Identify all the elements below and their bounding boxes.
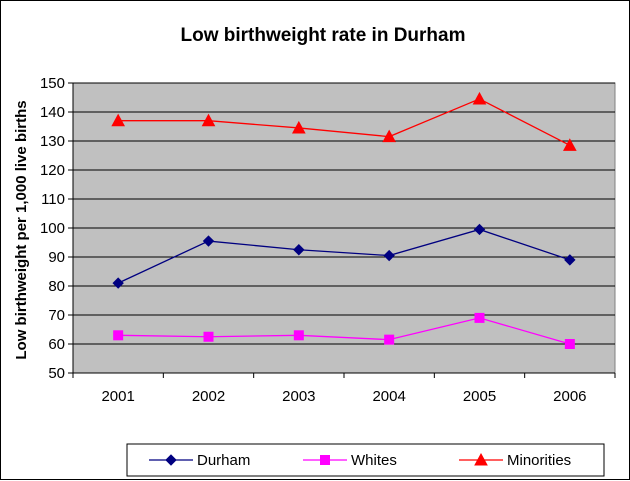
data-point-durham bbox=[112, 277, 124, 289]
legend-marker-minorities bbox=[474, 452, 488, 466]
legend-marker-durham bbox=[165, 454, 177, 466]
data-point-minorities bbox=[291, 120, 306, 134]
y-axis-label: Low birthweight per 1,000 live births bbox=[13, 100, 30, 359]
data-point-minorities bbox=[201, 113, 216, 127]
legend: Durham Whites Minorities bbox=[126, 443, 605, 477]
data-point-durham bbox=[383, 249, 395, 262]
y-tick-label: 150 bbox=[40, 75, 65, 92]
x-tick-label: 2003 bbox=[282, 388, 315, 405]
plot-area: 50 60 70 80 90 100 110 120 130 140 150 2001 2002 2003… bbox=[40, 75, 616, 405]
data-point-whites bbox=[203, 331, 214, 342]
data-point-durham bbox=[473, 223, 486, 236]
data-point-durham bbox=[293, 244, 305, 256]
data-point-minorities bbox=[111, 113, 126, 127]
x-tick-label: 2002 bbox=[192, 388, 225, 405]
y-tick-label: 60 bbox=[48, 336, 65, 353]
legend-label-minorities: Minorities bbox=[507, 452, 571, 469]
x-tick-label: 2006 bbox=[553, 388, 586, 405]
data-point-minorities bbox=[472, 91, 487, 105]
data-point-durham bbox=[202, 235, 215, 247]
legend-marker-whites bbox=[320, 455, 330, 465]
data-point-whites bbox=[384, 334, 395, 345]
data-point-minorities bbox=[382, 129, 397, 143]
legend-label-whites: Whites bbox=[351, 452, 397, 469]
data-point-durham bbox=[564, 254, 576, 266]
y-tick-label: 80 bbox=[48, 278, 65, 295]
data-point-whites bbox=[474, 312, 485, 323]
data-point-whites bbox=[564, 339, 575, 349]
data-point-minorities bbox=[562, 138, 577, 151]
series-line-durham bbox=[117, 228, 571, 284]
x-tick-label: 2004 bbox=[372, 388, 405, 405]
legend-label-durham: Durham bbox=[197, 452, 250, 469]
y-tick-label: 110 bbox=[41, 191, 65, 208]
series-line-minorities bbox=[118, 98, 571, 146]
series-line-whites bbox=[118, 317, 571, 345]
y-tick-label: 140 bbox=[40, 104, 65, 121]
y-tick-label: 130 bbox=[40, 133, 65, 150]
chart-title: Low birthweight rate in Durham bbox=[180, 25, 465, 46]
data-point-whites bbox=[293, 330, 304, 341]
y-tick-label: 120 bbox=[40, 162, 65, 179]
y-tick-label: 90 bbox=[48, 249, 65, 266]
legend-box bbox=[126, 443, 605, 477]
data-point-whites bbox=[113, 330, 124, 341]
y-tick-label: 50 bbox=[48, 365, 65, 382]
x-tick-label: 2005 bbox=[463, 388, 496, 405]
x-tick-label: 2001 bbox=[101, 388, 134, 405]
y-tick-label: 100 bbox=[40, 220, 65, 237]
y-tick-label: 70 bbox=[48, 307, 65, 324]
